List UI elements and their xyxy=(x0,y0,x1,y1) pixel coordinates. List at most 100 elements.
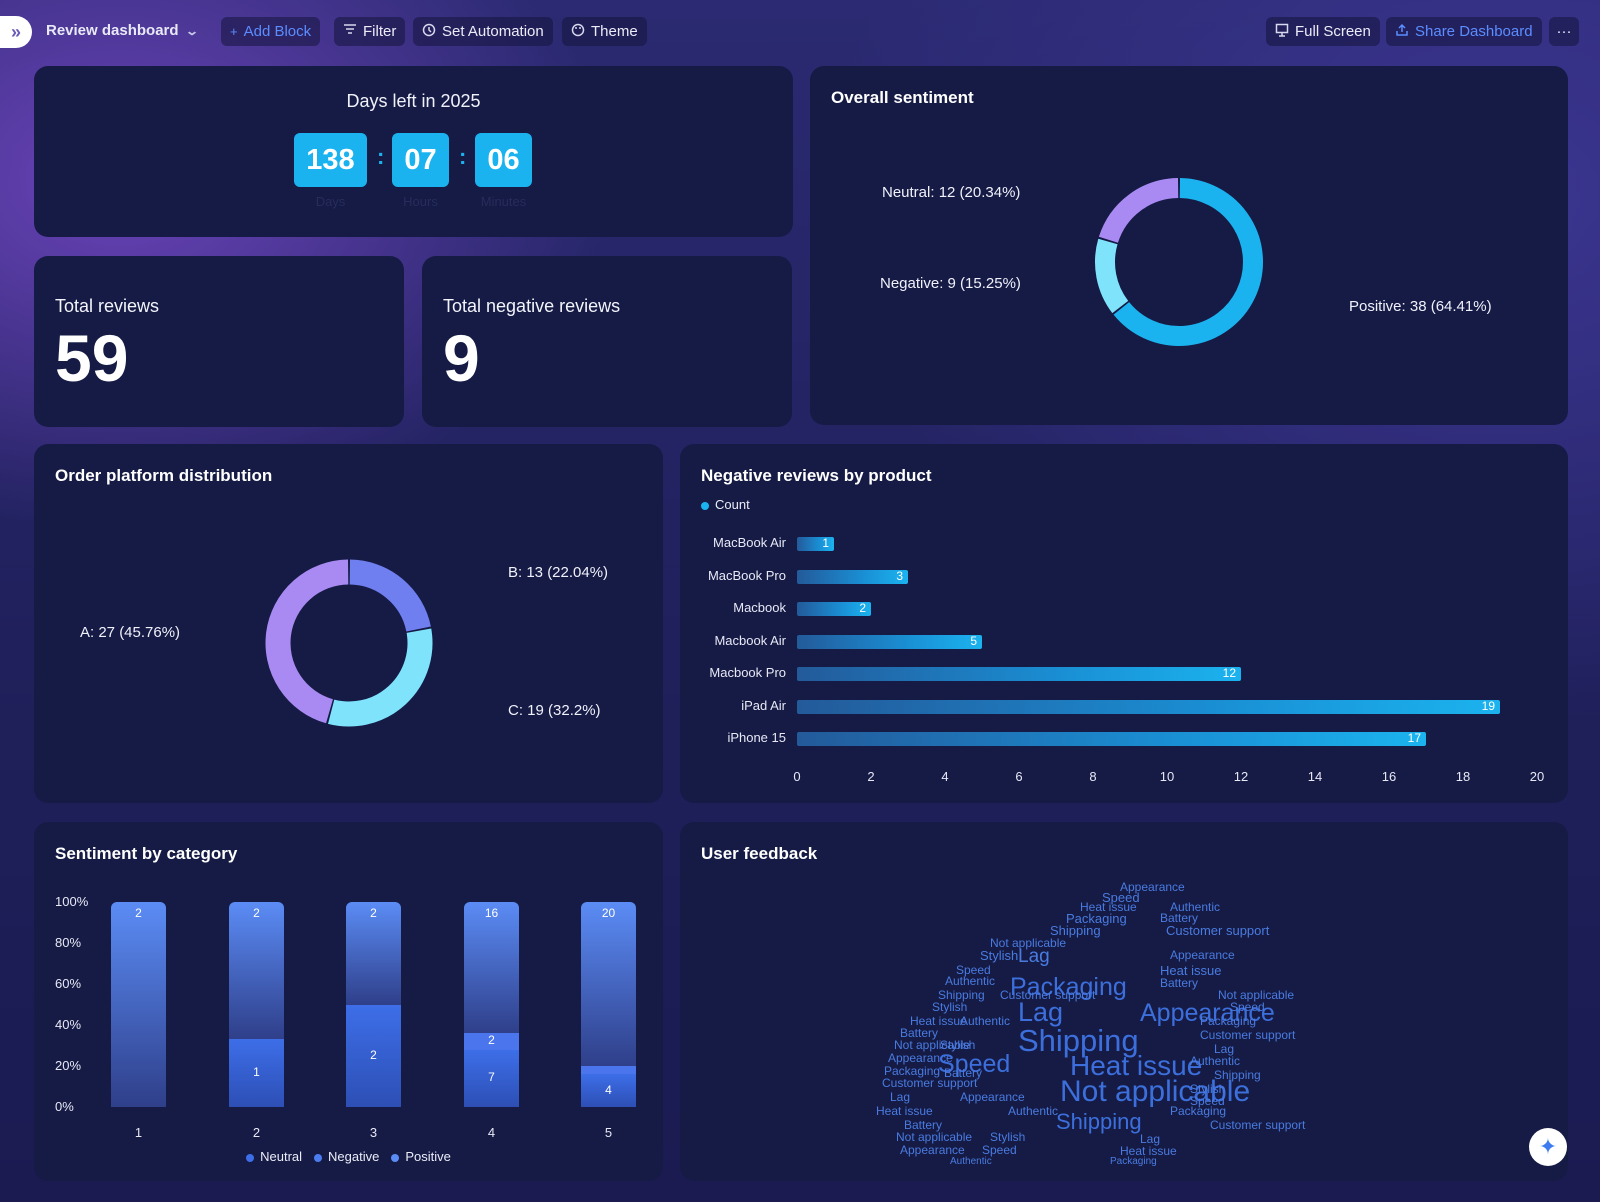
segment-negative[interactable]: 2 xyxy=(346,1004,401,1107)
donut-slice-positive[interactable] xyxy=(1113,178,1263,346)
donut-slice-a[interactable] xyxy=(265,559,349,724)
stacked-column[interactable]: 7 2 16 xyxy=(464,902,519,1107)
word-cloud-word: Packaging xyxy=(1010,973,1127,1001)
share-dashboard-button[interactable]: Share Dashboard xyxy=(1386,17,1542,46)
category-label: 1 xyxy=(134,1125,143,1140)
bar[interactable]: 17 xyxy=(797,731,1426,746)
sentiment-neutral-label: Neutral: 12 (20.34%) xyxy=(882,184,1021,201)
bar[interactable]: 3 xyxy=(797,568,908,584)
bar[interactable]: 12 xyxy=(797,666,1241,681)
word-cloud-word: Speed xyxy=(956,963,991,977)
expand-sidebar-button[interactable]: » xyxy=(0,16,32,48)
word-cloud-word: Stylish xyxy=(980,948,1019,963)
legend-count-label: Count xyxy=(715,497,750,512)
segment-positive[interactable]: 2 xyxy=(229,902,284,1039)
legend-item-negative[interactable]: Negative xyxy=(314,1149,379,1164)
dashboard-title-dropdown[interactable]: Review dashboard ⌄ xyxy=(46,22,199,39)
y-tick-label: 0% xyxy=(55,1099,74,1114)
word-cloud-word: Stylish xyxy=(932,1000,968,1014)
countdown-hours-unit: Hours xyxy=(403,194,438,209)
chart-legend[interactable]: Count xyxy=(701,497,750,512)
word-cloud-word: Customer support xyxy=(1200,1028,1296,1042)
donut-slice-c[interactable] xyxy=(328,628,433,727)
x-tick-label: 8 xyxy=(1089,769,1097,784)
order-platform-title: Order platform distribution xyxy=(55,466,273,485)
segment-positive[interactable]: 2 xyxy=(346,902,401,1005)
donut-slice-negative[interactable] xyxy=(1095,238,1129,314)
ai-assistant-button[interactable]: ✦ xyxy=(1529,1128,1567,1166)
word-cloud-word: Lag xyxy=(1140,1132,1161,1146)
x-tick-label: 20 xyxy=(1529,769,1545,784)
donut-slice-neutral[interactable] xyxy=(1098,178,1179,244)
segment-positive[interactable]: 16 xyxy=(464,902,519,1034)
word-cloud-word: Not applicable xyxy=(1218,988,1295,1002)
bar-value-label: 3 xyxy=(896,568,903,583)
segment-negative[interactable]: 7 xyxy=(464,1049,519,1107)
bar-category-label: MacBook Air xyxy=(713,535,786,550)
segment-value-label: 7 xyxy=(488,1070,495,1085)
category-label: 2 xyxy=(252,1125,261,1140)
set-automation-button[interactable]: Set Automation xyxy=(413,17,553,46)
word-cloud-word: Lag xyxy=(1018,997,1064,1027)
bar-category-label: MacBook Pro xyxy=(707,567,786,583)
segment-value-label: 2 xyxy=(370,1047,377,1062)
sentiment-by-category-title: Sentiment by category xyxy=(55,844,238,863)
segment-positive[interactable]: 20 xyxy=(581,902,636,1066)
word-cloud-word: Authentic xyxy=(1170,900,1221,914)
negative-by-product-title: Negative reviews by product xyxy=(701,466,932,485)
theme-button[interactable]: Theme xyxy=(562,17,647,46)
segment-negative[interactable]: 1 xyxy=(229,1038,284,1107)
order-platform-card: Order platform distribution A: 27 (45.76… xyxy=(34,444,663,803)
bar[interactable]: 2 xyxy=(797,601,871,616)
word-cloud-word: Heat issue xyxy=(1070,1050,1203,1081)
word-cloud-word: Speed xyxy=(1102,890,1140,905)
legend-dot xyxy=(246,1153,255,1162)
word-cloud-word: Appearance xyxy=(900,1143,965,1157)
bar-value-label: 1 xyxy=(822,536,829,550)
bar-value-label: 17 xyxy=(1407,731,1421,745)
bar[interactable]: 5 xyxy=(797,634,982,649)
segment-neutral[interactable]: 1 xyxy=(581,1050,636,1075)
bar-category-label: iPhone 15 xyxy=(727,730,786,745)
bar[interactable]: 1 xyxy=(797,536,834,551)
bar-category-label: Macbook xyxy=(733,600,786,615)
bar-category-label: iPad Air xyxy=(741,697,786,713)
stacked-column[interactable]: 4 1 20 xyxy=(581,902,636,1107)
segment-value-label: 2 xyxy=(253,906,260,921)
platform-donut-chart xyxy=(265,559,433,727)
word-cloud-word: Heat issue xyxy=(1120,1144,1177,1158)
full-screen-button[interactable]: Full Screen xyxy=(1266,17,1380,46)
legend-item-positive[interactable]: Positive xyxy=(391,1149,451,1164)
word-cloud-word: Not applicable xyxy=(1060,1075,1251,1108)
total-negative-reviews-card: Total negative reviews 9 xyxy=(422,256,792,427)
y-tick-label: 40% xyxy=(55,1017,82,1032)
bar[interactable]: 19 xyxy=(797,699,1500,714)
segment-positive[interactable]: 2 xyxy=(111,902,166,1107)
category-label: 3 xyxy=(369,1125,378,1140)
countdown-card: Days left in 2025 138 : 07 : 06 Days Hou… xyxy=(34,66,793,237)
segment-neutral[interactable]: 2 xyxy=(464,1033,519,1050)
x-tick-label: 14 xyxy=(1307,769,1323,784)
total-reviews-card: Total reviews 59 xyxy=(34,256,404,427)
word-cloud-word: Appearance xyxy=(888,1051,953,1065)
donut-slice-b[interactable] xyxy=(349,559,431,632)
word-cloud-word: Appearance xyxy=(1170,948,1235,962)
add-block-label: Add Block xyxy=(243,23,312,40)
stacked-column[interactable]: 2 xyxy=(111,902,166,1107)
segment-value-label: 20 xyxy=(601,906,616,920)
add-block-button[interactable]: + Add Block xyxy=(221,17,321,46)
legend-item-neutral[interactable]: Neutral xyxy=(246,1149,302,1164)
more-options-button[interactable]: ··· xyxy=(1549,17,1579,46)
segment-negative[interactable]: 4 xyxy=(581,1074,636,1107)
word-cloud: Appearance Speed Heat issue Authentic Packag… xyxy=(870,877,1370,1167)
filter-button[interactable]: Filter xyxy=(334,17,406,46)
word-cloud-word: Battery xyxy=(1160,911,1199,925)
chevron-down-icon: ⌄ xyxy=(184,23,199,38)
automation-icon xyxy=(422,23,436,40)
word-cloud-word: Lag xyxy=(1018,946,1050,967)
word-cloud-word: Customer support xyxy=(1166,923,1270,938)
user-feedback-title: User feedback xyxy=(701,844,818,863)
segment-value-label: 16 xyxy=(484,906,499,921)
